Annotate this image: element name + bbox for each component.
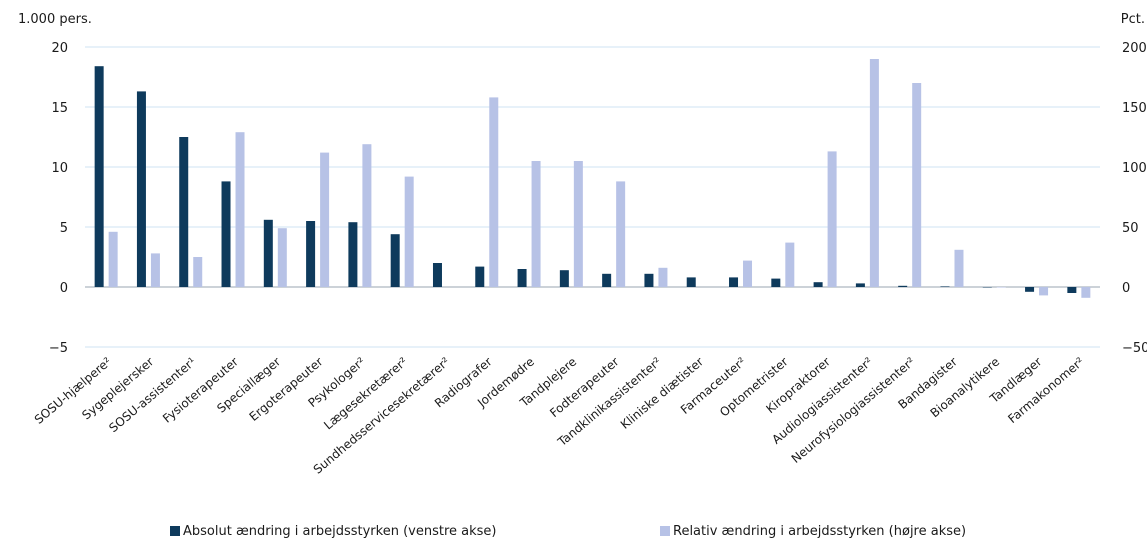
right-tick-label: 150 — [1122, 101, 1147, 116]
left-axis-ticks: −5 0 5 10 15 20 — [49, 41, 68, 356]
bar-relative — [785, 242, 795, 287]
bar-absolute — [221, 181, 231, 287]
bar-absolute — [898, 285, 908, 287]
left-tick-label: 0 — [60, 281, 68, 296]
bar-relative — [1081, 287, 1091, 298]
bar-absolute — [729, 277, 739, 287]
bars — [94, 59, 1091, 298]
bar-absolute — [475, 266, 485, 287]
left-tick-label: 5 — [60, 221, 68, 236]
right-tick-label: 50 — [1122, 221, 1139, 236]
bar-relative — [489, 97, 499, 288]
bar-absolute — [263, 219, 273, 287]
bar-relative — [827, 151, 837, 287]
left-tick-label: 10 — [51, 161, 68, 176]
category-label: SOSU-hjælpere² — [32, 354, 114, 426]
bar-absolute — [306, 221, 316, 287]
bar-absolute — [602, 273, 612, 287]
legend-swatch-absolute — [170, 526, 180, 536]
bar-relative — [996, 287, 1006, 288]
bar-relative — [362, 144, 372, 287]
bar-absolute — [1067, 287, 1077, 293]
legend-label-relative: Relativ ændring i arbejdsstyrken (højre … — [673, 524, 966, 539]
category-label: Fysioterapeuter — [160, 355, 241, 426]
bar-relative — [616, 181, 626, 287]
right-tick-label: −50 — [1122, 341, 1147, 356]
right-tick-label: 200 — [1122, 41, 1147, 56]
right-axis-ticks: −50 0 50 100 150 200 — [1122, 41, 1147, 356]
category-label: Sygeplejersker — [79, 355, 156, 423]
bar-absolute — [940, 286, 950, 287]
bar-absolute — [644, 273, 654, 287]
bar-relative — [573, 161, 583, 287]
bar-relative — [531, 161, 541, 287]
bar-absolute — [179, 137, 189, 287]
left-tick-label: 20 — [51, 41, 68, 56]
category-labels: SOSU-hjælpere²SygeplejerskerSOSU-assiste… — [32, 354, 1087, 476]
bar-absolute — [982, 287, 992, 288]
bar-relative — [658, 267, 668, 287]
right-tick-label: 100 — [1122, 161, 1147, 176]
left-tick-label: 15 — [51, 101, 68, 116]
bar-absolute — [855, 283, 865, 287]
bar-relative — [193, 257, 203, 287]
gridlines — [85, 46, 1100, 348]
bar-absolute — [94, 66, 104, 287]
bar-relative — [954, 249, 964, 287]
right-axis-unit: Pct. — [1121, 12, 1145, 27]
left-tick-label: −5 — [49, 341, 68, 356]
bar-relative — [404, 176, 414, 287]
bar-absolute — [771, 278, 781, 287]
bar-relative — [869, 59, 879, 287]
bar-absolute — [432, 263, 442, 287]
bar-absolute — [517, 269, 527, 287]
category-label: Farmakonomer² — [1005, 354, 1087, 426]
legend-label-absolute: Absolut ændring i arbejdsstyrken (venstr… — [183, 524, 496, 539]
bar-relative — [743, 260, 753, 287]
bar-absolute — [686, 277, 696, 287]
bar-relative — [150, 253, 160, 287]
bar-absolute — [136, 91, 146, 288]
bar-relative — [912, 83, 922, 287]
bar-absolute — [390, 234, 400, 287]
bar-absolute — [348, 222, 358, 287]
legend-swatch-relative — [660, 526, 670, 536]
category-label: Ergoterapeuter — [247, 355, 326, 424]
right-tick-label: 0 — [1122, 281, 1130, 296]
bar-absolute — [813, 282, 823, 287]
legend: Absolut ændring i arbejdsstyrken (venstr… — [170, 524, 966, 539]
bar-relative — [320, 152, 330, 287]
left-axis-unit: 1.000 pers. — [18, 12, 92, 27]
bar-relative — [235, 132, 245, 287]
bar-relative — [1039, 287, 1049, 296]
bar-absolute — [559, 270, 569, 287]
bar-relative — [277, 228, 287, 287]
bar-relative — [108, 231, 118, 287]
bar-absolute — [1025, 287, 1035, 292]
